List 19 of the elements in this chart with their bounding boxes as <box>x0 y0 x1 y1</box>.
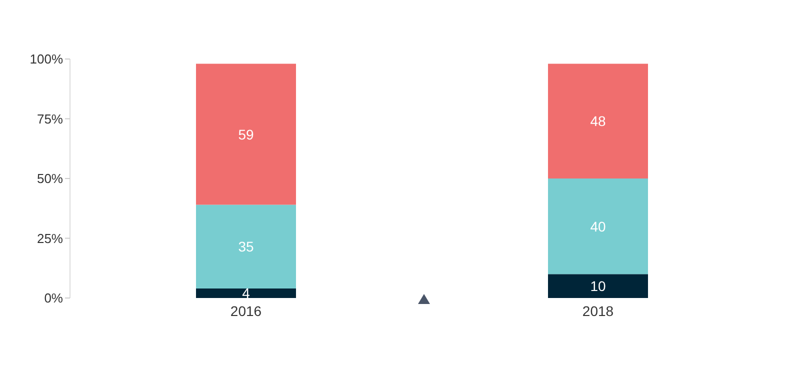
x-tick-label: 2018 <box>582 302 614 319</box>
x-tick-label: 2016 <box>230 302 262 319</box>
y-tick-label: 0% <box>44 290 64 306</box>
data-label: 10 <box>590 278 606 294</box>
y-tick-label: 50% <box>36 171 64 186</box>
data-label: 35 <box>238 238 254 255</box>
bar <box>196 64 296 205</box>
bar <box>548 178 648 274</box>
y-tick-label: 100% <box>30 52 64 67</box>
bar <box>548 274 648 298</box>
bar <box>548 64 648 178</box>
data-label: 48 <box>590 113 606 130</box>
bar <box>196 288 296 298</box>
y-tick-label: 75% <box>36 111 64 126</box>
bar <box>196 204 296 288</box>
data-label: 4 <box>242 285 250 302</box>
data-label: 59 <box>238 126 254 142</box>
data-label: 40 <box>590 218 606 234</box>
y-tick-label: 25% <box>36 230 64 246</box>
